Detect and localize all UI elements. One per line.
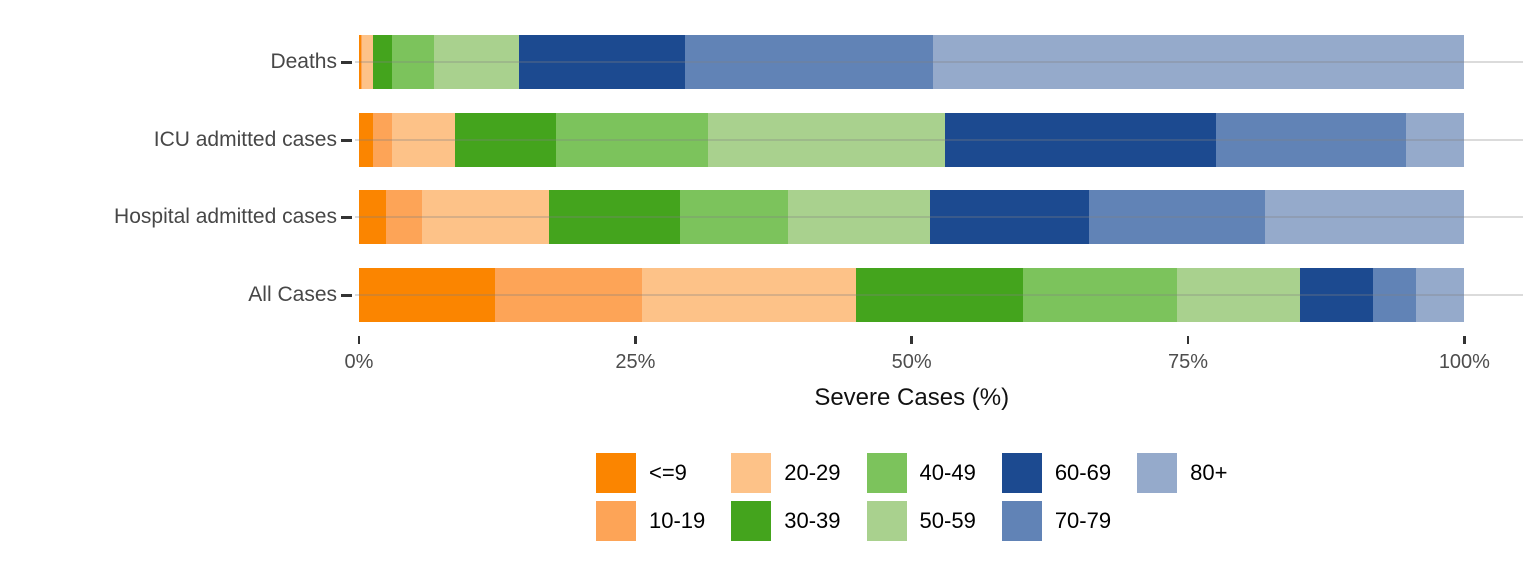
segment-icu-admitted-cases-60-69 xyxy=(944,113,1216,167)
segment-hospital-admitted-cases-40-49 xyxy=(679,190,788,244)
segment-icu-admitted-cases-30-39 xyxy=(455,113,556,167)
legend-item-70-79: 70-79 xyxy=(1001,500,1112,542)
x-tick-label-50: 50% xyxy=(891,351,932,373)
segment-icu-admitted-cases-50-59 xyxy=(708,113,945,167)
category-label-hospital-admitted-cases: Hospital admitted cases xyxy=(114,205,337,228)
legend-swatch-80 xyxy=(1137,453,1178,493)
y-axis-tick xyxy=(341,139,352,142)
x-tick-label-25: 25% xyxy=(615,351,656,373)
segment-hospital-admitted-cases-70-79 xyxy=(1088,190,1266,244)
gridline-overlay xyxy=(359,139,1465,141)
legend-item-80: 80+ xyxy=(1137,452,1227,494)
legend-swatch-9 xyxy=(595,453,636,493)
y-axis-tick xyxy=(341,294,352,297)
y-axis-tick xyxy=(341,216,352,219)
legend-label-80: 80+ xyxy=(1190,460,1228,485)
bar-row-deaths: Deaths xyxy=(0,35,1536,89)
segment-all-cases-20-29 xyxy=(641,268,857,322)
legend-label-40-49: 40-49 xyxy=(919,460,976,485)
bar-stack-icu-admitted-cases xyxy=(359,113,1465,167)
segment-deaths-70-79 xyxy=(685,35,933,89)
segment-all-cases-60-69 xyxy=(1299,268,1373,322)
segment-deaths-50-59 xyxy=(434,35,520,89)
legend-swatch-60-69 xyxy=(1001,453,1042,493)
segment-deaths-30-39 xyxy=(373,35,393,89)
legend-label-10-19: 10-19 xyxy=(648,508,706,533)
legend-label-30-39: 30-39 xyxy=(784,508,841,533)
segment-hospital-admitted-cases-80 xyxy=(1265,190,1465,244)
segment-all-cases-30-39 xyxy=(856,268,1024,322)
bar-stack-all-cases xyxy=(359,268,1465,322)
segment-deaths-40-49 xyxy=(392,35,435,89)
segment-all-cases-40-49 xyxy=(1023,268,1177,322)
segment-icu-admitted-cases-40-49 xyxy=(555,113,709,167)
legend-swatch-30-39 xyxy=(731,501,772,541)
segment-deaths-9 xyxy=(359,35,362,89)
segment-all-cases-9 xyxy=(359,268,495,322)
legend-item-60-69: 60-69 xyxy=(1001,452,1112,494)
x-tick-label-100: 100% xyxy=(1438,351,1490,373)
segment-deaths-20-29 xyxy=(362,35,374,89)
bar-row-hospital-admitted-cases: Hospital admitted cases xyxy=(0,190,1536,244)
category-label-deaths: Deaths xyxy=(270,50,337,73)
legend-label-50-59: 50-59 xyxy=(919,508,976,533)
bar-row-all-cases: All Cases xyxy=(0,268,1536,322)
legend-swatch-70-79 xyxy=(1001,501,1042,541)
x-axis-tick xyxy=(1463,336,1466,344)
segment-deaths-10-19 xyxy=(361,35,363,89)
y-axis-tick xyxy=(341,61,352,64)
segment-deaths-80 xyxy=(932,35,1465,89)
segment-icu-admitted-cases-20-29 xyxy=(392,113,456,167)
segment-icu-admitted-cases-80 xyxy=(1405,113,1465,167)
segment-all-cases-10-19 xyxy=(494,268,642,322)
x-axis-title: Severe Cases (%) xyxy=(814,384,1010,411)
legend-swatch-20-29 xyxy=(731,453,772,493)
gridline-overlay xyxy=(359,294,1465,296)
bar-stack-deaths xyxy=(359,35,1465,89)
legend-swatch-10-19 xyxy=(595,501,636,541)
segment-hospital-admitted-cases-60-69 xyxy=(930,190,1089,244)
category-label-all-cases: All Cases xyxy=(248,283,337,306)
segment-all-cases-70-79 xyxy=(1372,268,1416,322)
bar-stack-hospital-admitted-cases xyxy=(359,190,1465,244)
segment-hospital-admitted-cases-50-59 xyxy=(787,190,931,244)
legend-label-60-69: 60-69 xyxy=(1054,460,1112,485)
legend-swatch-40-49 xyxy=(866,453,907,493)
segment-hospital-admitted-cases-10-19 xyxy=(385,190,422,244)
segment-hospital-admitted-cases-20-29 xyxy=(421,190,550,244)
x-axis-tick xyxy=(357,336,361,344)
segment-hospital-admitted-cases-30-39 xyxy=(549,190,680,244)
x-axis-tick xyxy=(910,336,913,344)
segment-all-cases-50-59 xyxy=(1176,268,1300,322)
gridline-overlay xyxy=(359,61,1465,63)
legend-label-20-29: 20-29 xyxy=(784,460,841,485)
legend-item-40-49: 40-49 xyxy=(866,452,976,494)
legend-label-70-79: 70-79 xyxy=(1054,508,1112,533)
gridline-overlay xyxy=(359,216,1465,218)
x-tick-label-0: 0% xyxy=(344,351,374,373)
legend-item-50-59: 50-59 xyxy=(866,500,976,542)
segment-all-cases-80 xyxy=(1415,268,1465,322)
legend-label-9: <=9 xyxy=(648,460,687,485)
bar-row-icu-admitted-cases: ICU admitted cases xyxy=(0,113,1536,167)
segment-icu-admitted-cases-9 xyxy=(359,113,374,167)
segment-icu-admitted-cases-70-79 xyxy=(1215,113,1406,167)
legend-swatch-50-59 xyxy=(866,501,907,541)
segment-hospital-admitted-cases-9 xyxy=(359,190,386,244)
segment-deaths-60-69 xyxy=(519,35,686,89)
legend: <=9 10-19 20-29 30-39 40-49 50-59 60-69 70-79 80… xyxy=(359,452,1464,542)
legend-item-20-29: 20-29 xyxy=(731,452,841,494)
legend-item-30-39: 30-39 xyxy=(731,500,841,542)
category-label-icu-admitted-cases: ICU admitted cases xyxy=(153,128,337,151)
x-axis-tick xyxy=(1186,336,1190,344)
legend-grid: <=9 10-19 20-29 30-39 40-49 50-59 60-69 70-79 80… xyxy=(595,452,1227,542)
segment-icu-admitted-cases-10-19 xyxy=(373,113,393,167)
x-axis-tick xyxy=(634,336,637,344)
legend-item-9: <=9 xyxy=(595,452,705,494)
x-tick-label-75: 75% xyxy=(1168,351,1209,373)
legend-item-10-19: 10-19 xyxy=(595,500,706,542)
